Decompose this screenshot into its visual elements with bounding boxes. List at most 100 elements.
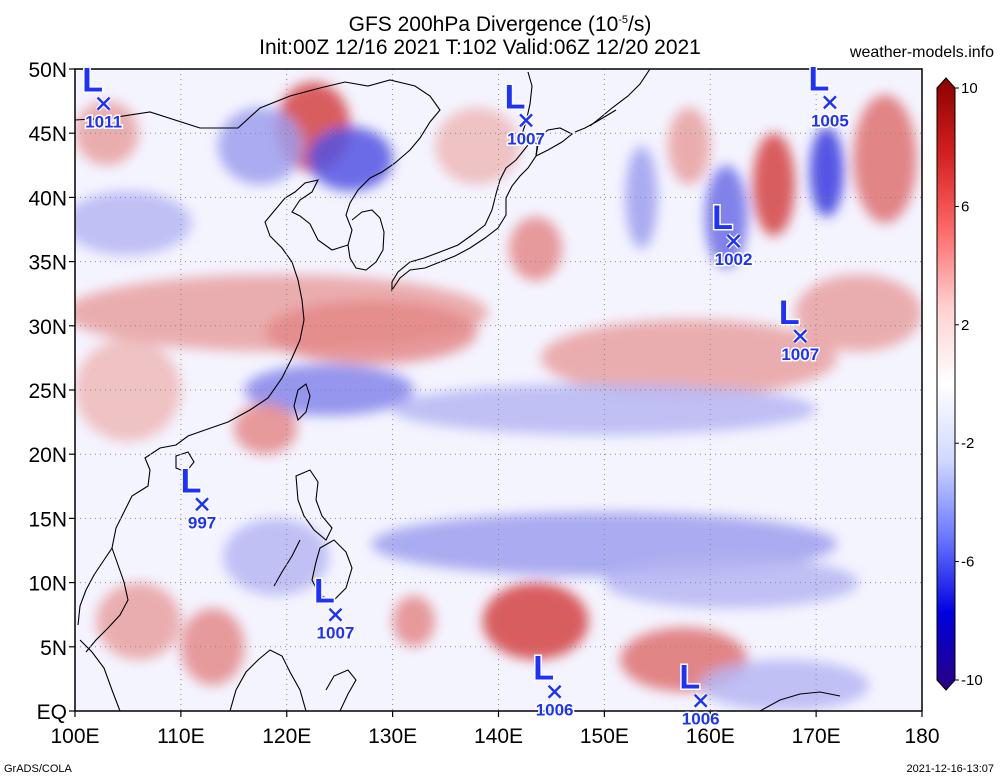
chart-title: GFS 200hPa Divergence (10-5/s): [348, 13, 652, 36]
low-letter: L: [808, 60, 829, 98]
low-pressure-value: 1005: [811, 111, 849, 130]
low-center-x: [328, 607, 343, 622]
low-pressure-value: 1011: [85, 113, 122, 132]
coast-indochina: [85, 547, 129, 653]
lon-tick-label: 170E: [792, 725, 841, 748]
colorbar-label: 10: [961, 80, 978, 97]
coast-kurils: [574, 109, 617, 133]
field-blob: [604, 556, 859, 609]
lon-tick-label: 100E: [50, 725, 99, 748]
lat-tick-label: 25N: [28, 380, 67, 403]
coast-new-guinea: [759, 691, 841, 711]
lat-lon-grid: [75, 69, 922, 711]
field-blob: [96, 582, 181, 660]
low-letter: L: [314, 573, 335, 611]
coast-luzon: [295, 469, 333, 541]
field-blob: [265, 300, 478, 365]
coast-sulawesi: [325, 669, 357, 711]
colorbar-label: 6: [961, 198, 969, 215]
lat-tick-label: 20N: [28, 444, 67, 467]
low-marker: L 1005: [807, 59, 850, 132]
coast-japan: [391, 139, 539, 292]
chart-subtitle: Init:00Z 12/16 2021 T:102 Valid:06Z 12/2…: [259, 36, 701, 59]
lon-tick-label: 140E: [474, 725, 523, 748]
low-letter: L: [533, 650, 554, 688]
field-blob: [509, 216, 563, 281]
low-letter: L: [679, 659, 700, 697]
low-center-x: [195, 497, 209, 512]
coast-borneo: [229, 649, 307, 711]
low-center-x: [726, 234, 741, 248]
field-blob: [217, 107, 303, 185]
lat-tick-label: 40N: [28, 187, 67, 210]
field-blob: [75, 338, 181, 442]
colorbar-label: -2: [961, 435, 974, 452]
coast-malaysia: [79, 639, 121, 711]
colorbar-label: 2: [961, 317, 969, 334]
lon-tick-label: 110E: [157, 725, 205, 748]
low-center-x: [693, 693, 708, 708]
lat-tick-label: 15N: [28, 508, 67, 531]
low-center-x: [519, 113, 533, 128]
coast-hokkaido: [535, 127, 574, 157]
low-letter: L: [505, 78, 526, 116]
lat-tick-label: 5N: [40, 637, 67, 660]
coast-sakhalin: [519, 71, 533, 141]
low-pressure-value: 997: [188, 513, 216, 532]
low-marker: L 1002: [711, 198, 754, 271]
low-marker: L 1006: [532, 648, 575, 721]
lat-tick-label: 35N: [28, 252, 67, 275]
low-pressure-value: 1007: [781, 345, 819, 364]
lat-tick-label: 30N: [28, 316, 67, 339]
lon-tick-label: 120E: [262, 725, 311, 748]
field-blob: [223, 518, 330, 596]
coast-kamchatka: [589, 69, 651, 127]
field-blob: [625, 146, 658, 249]
field-blob: [75, 101, 139, 166]
field-blob: [307, 126, 393, 191]
low-pressure-value: 1007: [317, 624, 355, 643]
low-center-x: [823, 95, 837, 110]
low-marker: L 1007: [313, 571, 356, 644]
low-pressure-value: 1006: [682, 710, 720, 729]
lat-tick-label: 10N: [28, 573, 67, 596]
field-blob: [180, 608, 245, 686]
lon-tick-label: 160E: [686, 725, 735, 748]
divergence-field: [75, 81, 922, 711]
low-marker: L 1007: [777, 293, 820, 366]
coast-asia-mainland: [75, 79, 441, 626]
low-marker: L 997: [179, 461, 218, 534]
low-letter: L: [779, 294, 800, 332]
site-credit: weather-models.info: [849, 44, 994, 61]
low-letter: L: [181, 462, 202, 500]
field-blob: [752, 133, 795, 236]
field-blob: [233, 402, 298, 455]
field-blob: [392, 595, 435, 647]
field-blob: [244, 364, 414, 416]
coast-taiwan: [293, 383, 311, 422]
low-marker: L 1006: [678, 657, 721, 730]
field-blob: [482, 582, 589, 660]
low-letter: L: [82, 62, 103, 100]
low-center-x: [547, 684, 562, 699]
coastlines: [75, 69, 841, 711]
low-marker: L 1011: [81, 60, 124, 133]
field-blob: [540, 319, 838, 397]
field-blob: [699, 659, 870, 711]
low-center-x: [793, 329, 808, 343]
field-blob: [434, 107, 520, 185]
colorbar-ramp: [936, 77, 956, 691]
coast-philippines-south: [311, 539, 353, 601]
lat-tick-label: 50N: [28, 59, 67, 82]
low-marker: L 1007: [503, 77, 546, 150]
low-pressure-value: 1006: [536, 701, 574, 720]
colorbar-label: -6: [961, 554, 974, 571]
footer-timestamp: 2021-12-16-13:07: [906, 763, 994, 775]
lon-tick-label: 130E: [368, 725, 417, 748]
colorbar-label: -10: [961, 672, 983, 689]
coast-hainan: [175, 451, 195, 473]
lon-tick-label: 150E: [580, 725, 629, 748]
lat-tick-label: 45N: [28, 123, 67, 146]
